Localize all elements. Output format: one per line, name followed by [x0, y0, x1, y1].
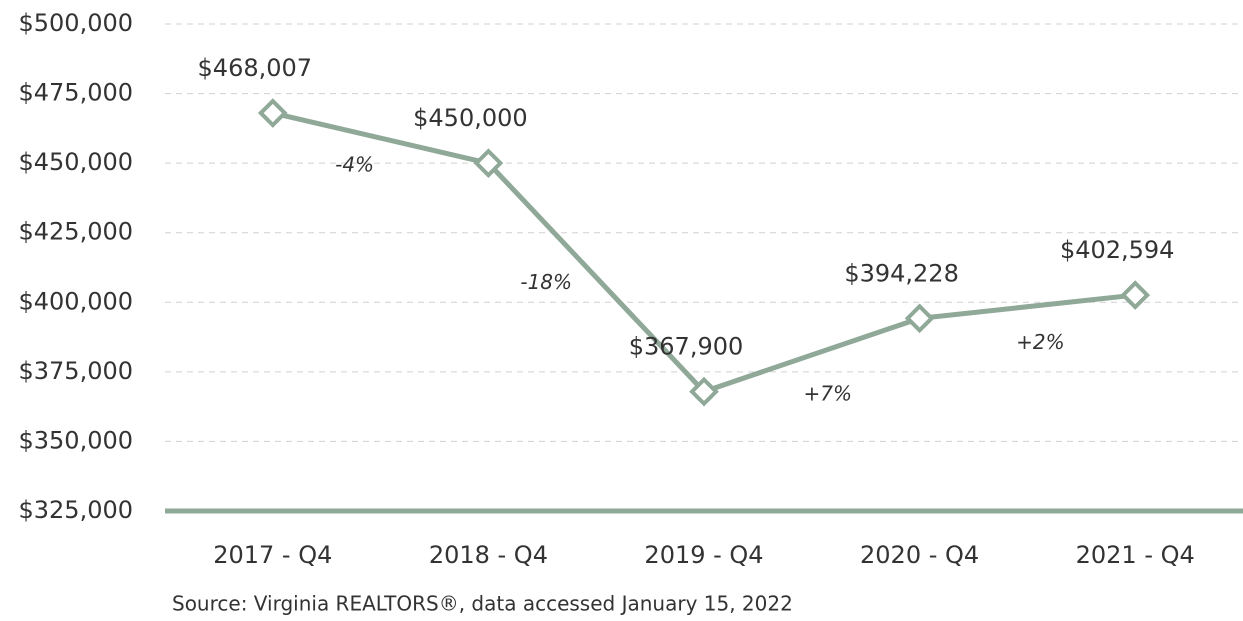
data-label: $394,228	[844, 259, 959, 287]
y-tick-label: $325,000	[18, 496, 133, 524]
point-marker	[689, 376, 719, 407]
change-annotation: +2%	[1016, 330, 1065, 354]
change-annotation: +7%	[804, 381, 853, 405]
point-marker	[1120, 280, 1151, 310]
y-tick-label: $350,000	[18, 426, 133, 454]
y-tick-label: $400,000	[18, 287, 133, 315]
y-tick-label: $475,000	[18, 79, 133, 107]
x-tick-label: 2017 - Q4	[213, 541, 332, 569]
point-marker	[473, 148, 504, 178]
data-label: $468,007	[198, 54, 313, 82]
source-note: Source: Virginia REALTORS®, data accesse…	[172, 592, 793, 616]
x-tick-label: 2020 - Q4	[860, 541, 979, 569]
point-marker	[257, 98, 288, 128]
x-tick-label: 2018 - Q4	[429, 541, 548, 569]
point-marker	[904, 303, 935, 334]
x-tick-label: 2021 - Q4	[1076, 541, 1195, 569]
data-label: $450,000	[413, 104, 528, 132]
data-label: $402,594	[1060, 236, 1175, 264]
change-annotation: -18%	[520, 270, 572, 294]
y-tick-label: $375,000	[18, 357, 133, 385]
change-annotation: -4%	[335, 153, 374, 177]
y-tick-label: $500,000	[18, 9, 133, 37]
y-tick-label: $425,000	[18, 218, 133, 246]
x-tick-label: 2019 - Q4	[644, 541, 763, 569]
data-label: $367,900	[629, 333, 744, 361]
y-tick-label: $450,000	[18, 148, 133, 176]
